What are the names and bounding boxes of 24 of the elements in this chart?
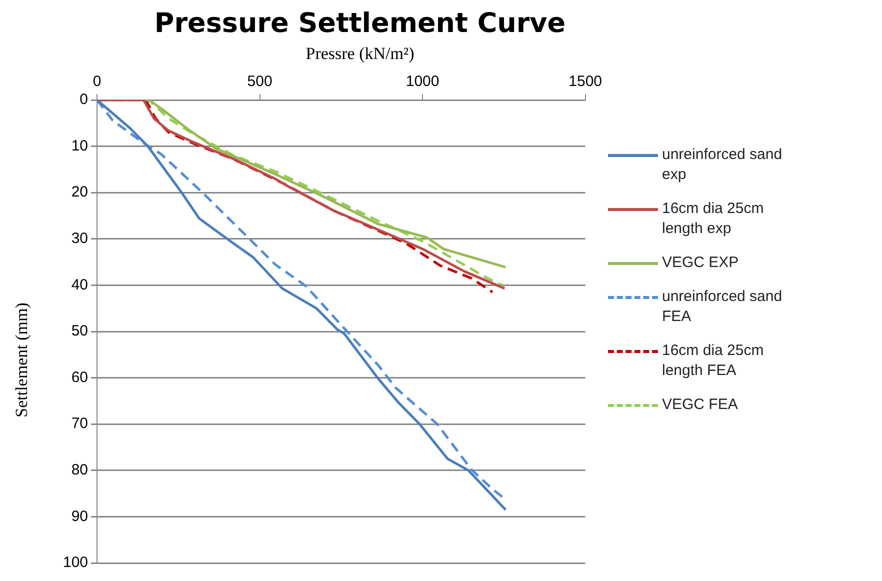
chart-title: Pressure Settlement Curve [153, 8, 567, 39]
x-tick-label: 1500 [568, 73, 602, 90]
y-tick-label: 40 [71, 276, 88, 294]
legend-label: unreinforced sand FEA [662, 287, 784, 327]
y-tick-label: 100 [62, 554, 88, 572]
y-tick-label: 10 [71, 137, 88, 154]
legend-label: VEGC FEA [662, 395, 739, 415]
y-tick-label: 50 [71, 322, 88, 340]
y-tick-label: 20 [71, 184, 88, 201]
legend-label: VEGC EXP [662, 253, 740, 273]
x-axis-title: Pressre (kN/m²) [304, 44, 416, 64]
x-tick-label: 500 [247, 73, 272, 90]
x-tick-label: 0 [92, 73, 102, 90]
legend-label: unreinforced sand exp [662, 145, 784, 185]
y-axis-title: Settlement (mm) [12, 302, 32, 418]
y-tick-label: 80 [71, 462, 88, 479]
y-tick-label: 30 [71, 230, 88, 248]
x-tick-label: 1000 [406, 73, 440, 90]
y-tick-label: 0 [80, 91, 88, 108]
legend-label: 16cm dia 25cm length exp [662, 199, 765, 239]
y-tick-label: 70 [71, 415, 88, 432]
y-tick-label: 90 [71, 508, 88, 525]
legend-label: 16cm dia 25cm length FEA [662, 341, 765, 381]
y-tick-label: 60 [71, 368, 88, 386]
